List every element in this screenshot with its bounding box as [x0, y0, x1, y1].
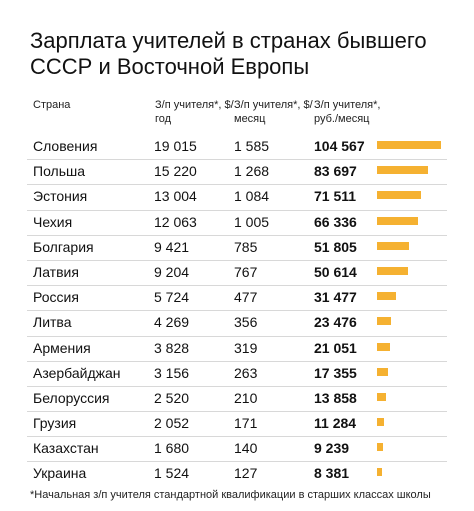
table-row: Грузия 2 052 171 11 284: [27, 411, 447, 436]
rub-month-cell: 50 614: [314, 263, 357, 280]
table-row: Казахстан 1 680 140 9 239: [27, 436, 447, 461]
usd-month-cell: 1 268: [234, 163, 270, 180]
usd-year-cell: 9 204: [154, 263, 190, 280]
usd-year-cell: 19 015: [154, 138, 197, 154]
rub-month-cell: 31 477: [314, 289, 357, 306]
country-cell: Россия: [33, 289, 79, 306]
table-row: Азербайджан 3 156 263 17 355: [27, 360, 447, 386]
table-row: Армения 3 828 319 21 051: [27, 335, 447, 361]
salary-bar: [377, 418, 384, 427]
salary-bar: [377, 266, 408, 275]
usd-month-cell: 171: [234, 415, 258, 432]
column-header-country: Страна: [33, 99, 71, 111]
usd-year-cell: 2 520: [154, 389, 190, 406]
usd-year-cell: 3 156: [154, 364, 190, 381]
salary-bar: [377, 443, 383, 452]
country-cell: Словения: [33, 138, 98, 154]
footnote: *Начальная з/п учителя стандартной квали…: [30, 489, 431, 501]
country-cell: Украина: [33, 465, 87, 482]
country-cell: Литва: [33, 314, 72, 331]
salary-bar: [377, 392, 386, 401]
usd-month-cell: 210: [234, 389, 258, 406]
usd-year-cell: 1 680: [154, 440, 190, 457]
rub-month-cell: 71 511: [314, 188, 357, 205]
rub-month-cell: 66 336: [314, 213, 357, 230]
usd-month-cell: 356: [234, 314, 258, 331]
country-cell: Болгария: [33, 238, 94, 255]
table-row: Болгария 9 421 785 51 805: [27, 234, 447, 260]
salary-bar: [377, 166, 429, 175]
chart-title: Зарплата учителей в странах бывшего СССР…: [30, 28, 427, 79]
usd-month-cell: 140: [234, 440, 258, 457]
usd-month-cell: 127: [234, 465, 258, 482]
column-header-usd-month: З/п учителя*, $/месяц: [234, 99, 313, 125]
usd-month-cell: 263: [234, 364, 258, 381]
country-cell: Эстония: [33, 188, 88, 205]
rub-month-cell: 21 051: [314, 339, 357, 356]
column-header-usd-year: З/п учителя*, $/год: [155, 99, 234, 125]
table-row: Словения 19 015 1 585 104 567: [27, 135, 447, 159]
usd-year-cell: 12 063: [154, 213, 197, 230]
rub-month-cell: 104 567: [314, 138, 365, 154]
rub-month-cell: 51 805: [314, 238, 357, 255]
salary-bar: [377, 468, 383, 477]
usd-year-cell: 2 052: [154, 415, 190, 432]
rub-month-cell: 17 355: [314, 364, 357, 381]
rub-month-cell: 8 381: [314, 465, 350, 482]
country-cell: Чехия: [33, 213, 73, 230]
table-row: Чехия 12 063 1 005 66 336: [27, 209, 447, 235]
usd-month-cell: 1 585: [234, 138, 270, 154]
rub-month-cell: 13 858: [314, 389, 357, 406]
salary-bar: [377, 342, 390, 351]
country-cell: Армения: [33, 339, 91, 356]
country-cell: Латвия: [33, 263, 79, 280]
salary-bar: [377, 241, 409, 250]
country-cell: Грузия: [33, 415, 77, 432]
usd-year-cell: 1 524: [154, 465, 190, 482]
table-row: Белоруссия 2 520 210 13 858: [27, 385, 447, 411]
usd-year-cell: 13 004: [154, 188, 197, 205]
rub-month-cell: 11 284: [314, 415, 357, 432]
usd-year-cell: 15 220: [154, 163, 197, 180]
usd-month-cell: 1 005: [234, 213, 270, 230]
table-row: Польша 15 220 1 268 83 697: [27, 159, 447, 184]
salary-bar: [377, 216, 418, 225]
country-cell: Белоруссия: [33, 389, 110, 406]
table-row: Эстония 13 004 1 084 71 511: [27, 184, 447, 209]
rub-month-cell: 83 697: [314, 163, 357, 180]
rub-month-cell: 23 476: [314, 314, 357, 331]
salary-bar: [377, 141, 441, 149]
salary-table: Словения 19 015 1 585 104 567 Польша 15 220 1 …: [27, 135, 447, 487]
country-cell: Польша: [33, 163, 86, 180]
table-row: Россия 5 724 477 31 477: [27, 285, 447, 310]
usd-year-cell: 4 269: [154, 314, 190, 331]
usd-month-cell: 767: [234, 263, 258, 280]
rub-month-cell: 9 239: [314, 440, 350, 457]
usd-month-cell: 319: [234, 339, 258, 356]
usd-month-cell: 477: [234, 289, 258, 306]
usd-year-cell: 5 724: [154, 289, 190, 306]
salary-bar: [377, 317, 392, 326]
salary-bar: [377, 191, 421, 200]
country-cell: Азербайджан: [33, 364, 121, 381]
table-row: Украина 1 524 127 8 381: [27, 461, 447, 486]
salary-bar: [377, 367, 388, 376]
usd-year-cell: 9 421: [154, 238, 190, 255]
column-header-rub-month: З/п учителя*, руб./месяц: [314, 99, 381, 125]
country-cell: Казахстан: [33, 440, 99, 457]
salary-bar: [377, 292, 397, 301]
usd-month-cell: 785: [234, 238, 258, 255]
table-row: Литва 4 269 356 23 476: [27, 310, 447, 335]
usd-month-cell: 1 084: [234, 188, 270, 205]
usd-year-cell: 3 828: [154, 339, 190, 356]
table-row: Латвия 9 204 767 50 614: [27, 259, 447, 285]
